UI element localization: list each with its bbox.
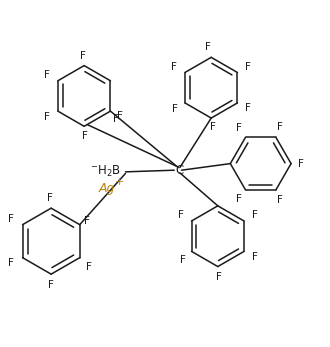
Text: C: C — [176, 164, 184, 177]
Text: F: F — [180, 255, 186, 265]
Text: Ag: Ag — [99, 182, 116, 195]
Text: F: F — [171, 61, 177, 71]
Text: F: F — [252, 210, 258, 220]
Text: F: F — [8, 257, 14, 268]
Text: F: F — [277, 122, 283, 133]
Text: F: F — [8, 214, 14, 224]
Text: F: F — [44, 112, 50, 122]
Text: F: F — [245, 61, 251, 71]
Text: F: F — [172, 104, 178, 114]
Text: $^{-}$H$_2$B: $^{-}$H$_2$B — [90, 164, 121, 179]
Text: F: F — [252, 252, 258, 262]
Text: F: F — [205, 42, 211, 52]
Text: F: F — [86, 262, 92, 272]
Text: F: F — [48, 280, 53, 290]
Text: F: F — [236, 123, 242, 133]
Text: F: F — [114, 115, 119, 124]
Text: F: F — [210, 122, 216, 132]
Text: F: F — [236, 194, 242, 204]
Text: F: F — [117, 111, 123, 121]
Text: F: F — [215, 272, 221, 282]
Text: F: F — [245, 103, 251, 113]
Text: F: F — [298, 159, 304, 169]
Text: F: F — [47, 193, 52, 203]
Text: F: F — [44, 70, 50, 80]
Text: F: F — [80, 51, 85, 61]
Text: F: F — [178, 210, 184, 220]
Text: F: F — [84, 216, 90, 226]
Text: F: F — [82, 131, 88, 141]
Text: +: + — [115, 177, 124, 187]
Text: F: F — [277, 195, 283, 205]
